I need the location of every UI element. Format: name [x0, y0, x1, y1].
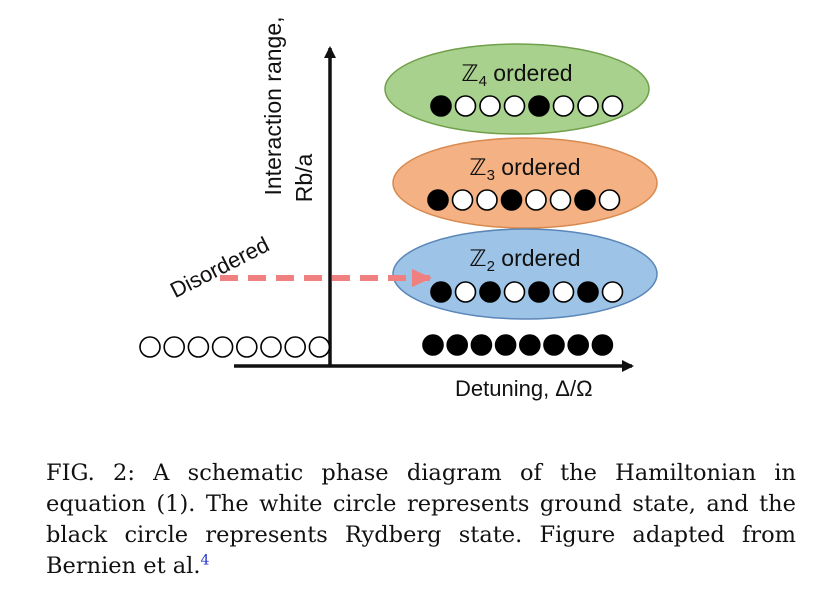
ground-atom-ground — [284, 336, 307, 358]
rydberg-atom-rydberg — [470, 334, 493, 356]
z2-atom-ground — [503, 281, 526, 303]
caption-reference: 4 — [200, 552, 210, 569]
caption-text: FIG. 2: A schematic phase diagram of the… — [46, 460, 796, 579]
rydberg-atom-rydberg — [422, 334, 444, 356]
rydberg-atom-rydberg — [567, 334, 590, 356]
z4-atom-ground — [479, 95, 501, 117]
z3-atom-ground — [451, 189, 474, 211]
figure-caption: FIG. 2: A schematic phase diagram of the… — [46, 458, 796, 582]
phase-diagram: Interaction range, Rb/a Detuning, Δ/Ω Di… — [139, 16, 658, 401]
phase-z3: ℤ3 ordered — [392, 137, 658, 229]
z3-atom-ground — [476, 189, 498, 211]
z3-atom-rydberg — [427, 189, 449, 211]
z2-atom-ground — [454, 281, 477, 303]
phase-z3-label: ℤ3 ordered — [469, 154, 580, 184]
ground-atom-ground — [163, 336, 185, 358]
ground-atom-ground — [308, 336, 331, 358]
x-axis-label: Detuning, Δ/Ω — [455, 376, 593, 401]
rydberg-atom-rydberg — [591, 334, 614, 356]
rydberg-atom-rydberg — [518, 334, 541, 356]
z2-atom-ground — [601, 281, 624, 303]
phase-z4-label: ℤ4 ordered — [461, 60, 572, 90]
z4-atom-ground — [601, 95, 624, 117]
phase-z2-chain — [430, 281, 624, 303]
ground-state-chain — [139, 336, 331, 358]
ground-atom-ground — [260, 336, 282, 358]
rydberg-atom-rydberg — [446, 334, 469, 356]
phase-z4-chain — [430, 95, 624, 117]
rydberg-state-chain — [422, 334, 614, 356]
z3-atom-ground — [549, 189, 572, 211]
z3-atom-ground — [525, 189, 547, 211]
ground-atom-ground — [187, 336, 210, 358]
z2-atom-ground — [552, 281, 575, 303]
ground-atom-ground — [211, 336, 234, 358]
z4-atom-ground — [577, 95, 599, 117]
phase-z3-ellipse — [392, 137, 658, 229]
z4-atom-ground — [503, 95, 526, 117]
phase-z3-chain — [427, 189, 621, 211]
z3-atom-rydberg — [500, 189, 523, 211]
rydberg-atom-rydberg — [543, 334, 565, 356]
phase-z4-ellipse — [384, 43, 650, 135]
phase-z4: ℤ4 ordered — [384, 43, 650, 135]
z2-atom-rydberg — [528, 281, 550, 303]
z3-atom-rydberg — [574, 189, 596, 211]
z2-atom-rydberg — [479, 281, 501, 303]
z2-atom-rydberg — [577, 281, 599, 303]
rydberg-atom-rydberg — [494, 334, 517, 356]
z4-atom-ground — [454, 95, 477, 117]
z4-atom-ground — [552, 95, 575, 117]
ground-atom-ground — [236, 336, 258, 358]
z4-atom-rydberg — [528, 95, 550, 117]
phase-z2-label: ℤ2 ordered — [469, 245, 580, 275]
ground-atom-ground — [139, 336, 161, 358]
phase-z2: ℤ2 ordered — [392, 228, 658, 320]
y-axis-label-line2: Rb/a — [291, 154, 317, 203]
y-axis-label-line1: Interaction range, — [260, 16, 286, 195]
disordered-label: Disordered — [166, 232, 273, 303]
phase-z2-ellipse — [392, 228, 658, 320]
z2-atom-rydberg — [430, 281, 452, 303]
z4-atom-rydberg — [430, 95, 452, 117]
z3-atom-ground — [598, 189, 621, 211]
